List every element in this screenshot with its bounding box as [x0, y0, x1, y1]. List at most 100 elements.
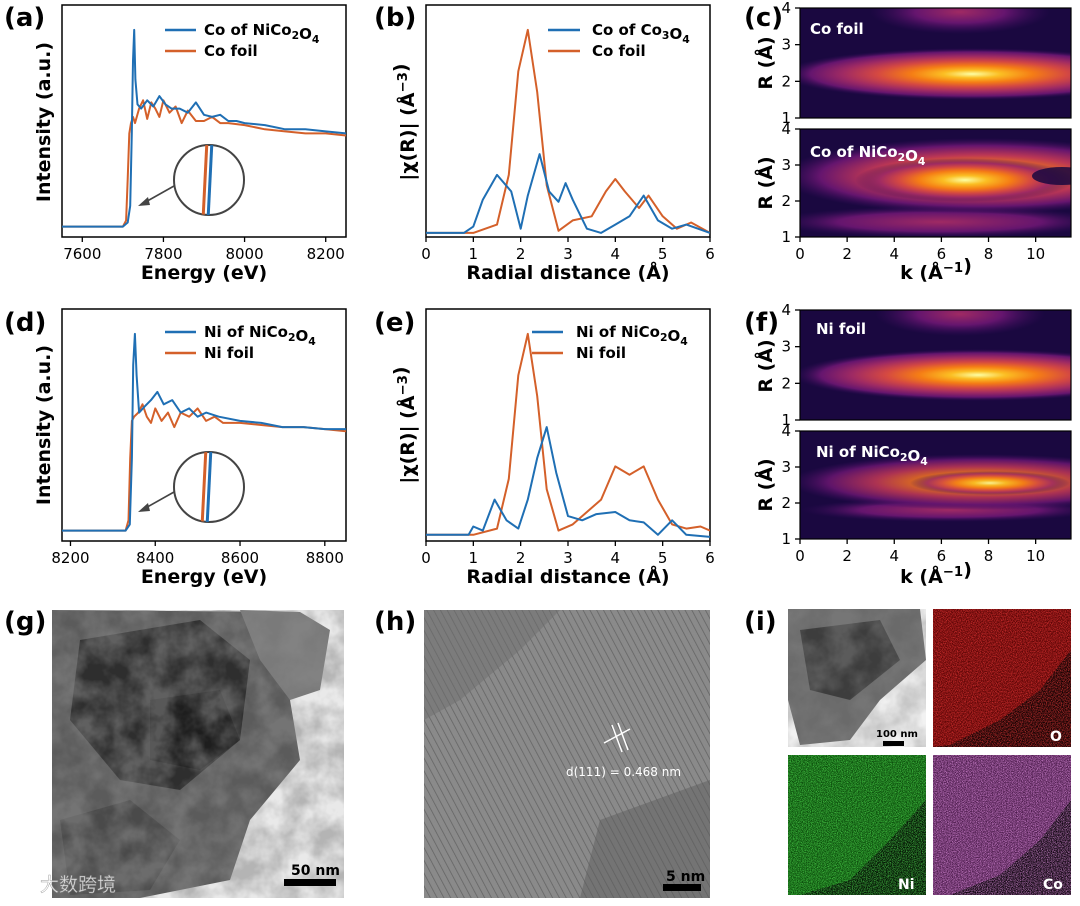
scale-bar-i	[883, 741, 904, 746]
y-axis-label-e: |χ(R)| (Å−3)	[390, 366, 419, 483]
series-line-e-2	[426, 332, 710, 536]
y-tick-label: 2	[781, 192, 791, 210]
y-axis-label-f-top: R (Å)	[753, 339, 777, 392]
x-tick-label: 0	[421, 549, 431, 567]
legend-entry-d-2: Ni foil	[204, 344, 254, 362]
map-title-c-bottom: Co of NiCo2O4	[810, 143, 926, 168]
plot-area-d	[62, 332, 346, 532]
x-tick-label: 3	[563, 549, 573, 567]
series-line-b-2	[426, 28, 710, 234]
wavelet-map-f-top	[800, 310, 1071, 420]
map-title-f-bottom: Ni of NiCo2O4	[816, 443, 928, 468]
panel-label-h: (h)	[374, 607, 416, 637]
x-tick-label: 6	[705, 549, 715, 567]
y-tick-label: 4	[781, 120, 791, 138]
x-tick-label: 6	[937, 547, 947, 565]
scale-bar-g	[284, 879, 336, 886]
axes-frame-a	[61, 4, 347, 238]
x-tick-label: 10	[1026, 547, 1045, 565]
x-tick-label: 8000	[225, 245, 263, 263]
panel-g: (g) 50 nm	[4, 607, 344, 898]
map-title-f-top: Ni foil	[816, 320, 866, 338]
x-tick-label: 1	[469, 549, 479, 567]
panel-b: (b) 0 1 2 3 4 5 6 Radial distance (Å) |χ(R)| (…	[374, 3, 715, 284]
x-axis-label-d: Energy (eV)	[141, 566, 267, 588]
map-label-co: Co	[1043, 877, 1063, 893]
scale-label-i: 100 nm	[876, 729, 918, 740]
y-tick-label: 1	[781, 109, 791, 127]
scale-bar-h	[663, 884, 701, 891]
panel-h: (h) d(111) = 0.468 nm 5 nm	[374, 607, 710, 898]
panel-label-c: (c)	[744, 3, 783, 33]
x-tick-label: 8	[984, 245, 994, 263]
y-tick-label: 2	[781, 72, 791, 90]
inset-zoom-d	[138, 451, 245, 523]
y-tick-label: 2	[781, 374, 791, 392]
x-tick-label: 0	[795, 245, 805, 263]
y-tick-label: 2	[781, 494, 791, 512]
wavelet-map-c-top	[800, 8, 1071, 118]
wavelet-map-f-bottom	[800, 431, 1071, 539]
y-axis-label-a: Intensity (a.u.)	[33, 42, 55, 202]
x-tick-label: 8400	[136, 549, 174, 567]
x-tick-label: 8200	[51, 549, 89, 567]
x-tick-label: 4	[889, 547, 899, 565]
y-tick-label: 4	[781, 0, 791, 17]
panel-c: (c) Co foil Co of NiCo2O4 0 2 4 6 8 101234123…	[744, 0, 1072, 284]
tem-image-g: 50 nm	[52, 610, 344, 898]
x-axis-label-f: k (Å−1)	[900, 559, 972, 588]
x-tick-label: 8200	[307, 245, 345, 263]
x-ticks-b: 0 1 2 3 4 5 6	[421, 237, 715, 263]
series-line-e-1	[426, 426, 710, 538]
panel-a: (a) 7600 7800 8000 8200 Energy (eV) Intensi…	[4, 3, 347, 284]
plot-area-e	[426, 332, 710, 538]
y-axis-label-c-top: R (Å)	[753, 36, 777, 89]
x-axis-label-b: Radial distance (Å)	[466, 260, 669, 284]
legend-entry-d-1: Ni of NiCo2O4	[204, 323, 316, 348]
eds-map-oxygen: O	[933, 609, 1071, 747]
panel-label-a: (a)	[4, 3, 45, 33]
x-tick-label: 3	[563, 245, 573, 263]
panel-label-g: (g)	[4, 607, 46, 637]
scale-label-h: 5 nm	[666, 869, 705, 885]
x-tick-label: 8600	[221, 549, 259, 567]
legend-d: Ni of NiCo2O4 Ni foil	[165, 323, 316, 362]
x-tick-label: 5	[658, 245, 668, 263]
x-ticks-d: 8200 8400 8600 8800	[51, 541, 344, 567]
map-title-c-top: Co foil	[810, 20, 864, 38]
x-axis-label-c: k (Å−1)	[900, 255, 972, 284]
map-label-ni: Ni	[898, 877, 915, 893]
legend-entry-a-1: Co of NiCo2O4	[204, 21, 320, 46]
x-tick-label: 2	[842, 245, 852, 263]
x-axis-label-a: Energy (eV)	[141, 262, 267, 284]
panel-label-b: (b)	[374, 3, 416, 33]
x-tick-label: 8	[984, 547, 994, 565]
y-axis-label-d: Intensity (a.u.)	[33, 345, 55, 505]
x-tick-label: 8800	[306, 549, 344, 567]
scale-label-g: 50 nm	[291, 863, 340, 879]
series-line-a-2	[62, 99, 346, 228]
x-tick-label: 2	[516, 549, 526, 567]
eds-map-cobalt: Co	[933, 755, 1071, 895]
series-line-b-1	[426, 153, 710, 234]
y-tick-label: 3	[781, 458, 791, 476]
legend-e: Ni of NiCo2O4 Ni foil	[532, 323, 688, 362]
y-tick-label: 3	[781, 338, 791, 356]
legend-entry-b-2: Co foil	[592, 42, 646, 60]
y-axis-label-c-bottom: R (Å)	[753, 156, 777, 209]
hrtem-image-h: d(111) = 0.468 nm 5 nm	[424, 610, 710, 898]
x-tick-label: 10	[1026, 245, 1045, 263]
y-tick-label: 3	[781, 36, 791, 54]
y-tick-label: 4	[781, 422, 791, 440]
legend-entry-b-1: Co of Co3O4	[592, 21, 690, 46]
eds-tem-image: 100 nm	[788, 609, 926, 747]
legend-a: Co of NiCo2O4 Co foil	[165, 21, 320, 60]
x-ticks-a: 7600 7800 8000 8200	[63, 237, 345, 263]
plot-area-b	[426, 28, 710, 234]
legend-entry-e-1: Ni of NiCo2O4	[576, 323, 688, 348]
panel-d: (d) 8200 8400 8600 8800 Energy (eV) Intensi…	[4, 308, 347, 588]
inset-zoom-a	[138, 144, 245, 216]
panel-e: (e) 0 1 2 3 4 5 6 Radial distance (Å) |χ(R)| (…	[374, 308, 715, 588]
